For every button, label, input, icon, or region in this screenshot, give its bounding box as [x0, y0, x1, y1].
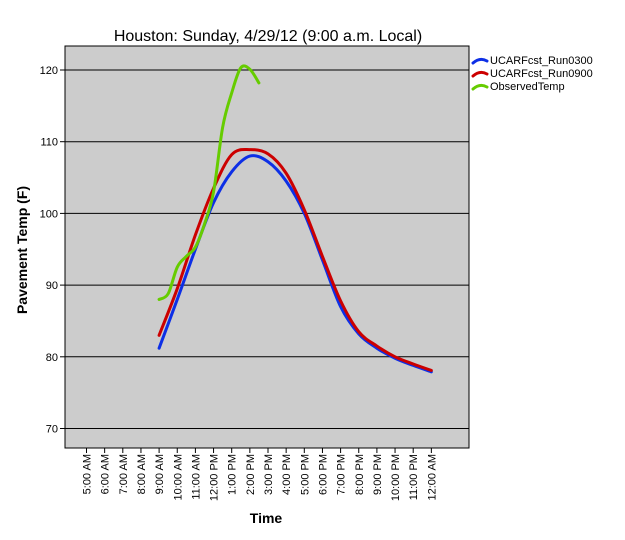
chart-title: Houston: Sunday, 4/29/12 (9:00 a.m. Loca…	[114, 28, 422, 45]
y-axis: 70 80 90 100 110 120	[40, 65, 65, 436]
x-tick-label: 1:00 PM	[227, 454, 239, 495]
x-tick-label: 11:00 AM	[190, 454, 202, 500]
y-tick-label: 110	[40, 137, 58, 149]
y-tick-label: 80	[46, 352, 58, 364]
legend-label: UCARFcst_Run0900	[490, 68, 593, 80]
x-tick-label: 10:00 PM	[390, 454, 402, 501]
x-tick-label: 7:00 AM	[118, 454, 130, 494]
x-tick-label: 9:00 AM	[154, 454, 166, 494]
series-lines	[157, 64, 433, 374]
legend-label: ObservedTemp	[490, 81, 565, 93]
legend-swatch	[471, 83, 489, 91]
x-tick-label: 2:00 PM	[245, 454, 257, 495]
legend-swatch	[471, 70, 489, 78]
x-tick-label: 10:00 AM	[172, 454, 184, 500]
x-tick-label: 12:00 PM	[209, 454, 221, 501]
x-tick-label: 4:00 PM	[281, 454, 293, 495]
x-tick-label: 6:00 PM	[317, 454, 329, 495]
x-tick-label: 8:00 PM	[354, 454, 366, 495]
y-axis-label: Pavement Temp (F)	[14, 186, 30, 314]
y-tick-label: 90	[46, 280, 58, 292]
x-tick-label: 6:00 AM	[100, 454, 112, 494]
grid-lines	[65, 69, 469, 429]
x-tick-label: 9:00 PM	[372, 454, 384, 495]
series-line-observedtemp	[157, 64, 261, 301]
x-tick-label: 7:00 PM	[336, 454, 348, 495]
x-tick-label: 8:00 AM	[136, 454, 148, 494]
plot-area	[64, 45, 470, 449]
y-tick-label: 120	[40, 65, 58, 77]
legend: UCARFcst_Run0300UCARFcst_Run0900Observed…	[471, 55, 593, 93]
x-tick-label: 5:00 PM	[299, 454, 311, 495]
x-tick-label: 11:00 PM	[408, 454, 420, 500]
series-line-ucarfcst-run0900	[157, 148, 433, 372]
x-axis-label: Time	[250, 510, 283, 526]
y-tick-label: 100	[40, 208, 58, 220]
x-tick-label: 3:00 PM	[263, 454, 275, 495]
legend-swatch	[471, 57, 489, 65]
x-tick-label: 12:00 AM	[426, 454, 438, 500]
legend-label: UCARFcst_Run0300	[490, 55, 593, 67]
y-tick-label: 70	[46, 424, 58, 436]
x-axis: 5:00 AM 6:00 AM 7:00 AM 8:00 AM 9:00 AM 10:00…	[82, 448, 438, 501]
x-tick-label: 5:00 AM	[82, 454, 94, 494]
